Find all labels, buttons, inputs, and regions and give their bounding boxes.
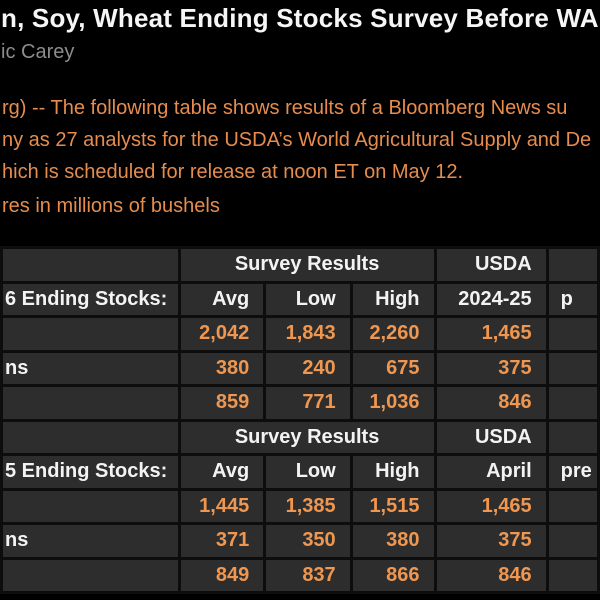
cell-low-header: Low xyxy=(263,280,353,318)
article-paragraph: rg) -- The following table shows results… xyxy=(2,92,591,188)
cell-high: 1,036 xyxy=(349,384,437,422)
cell-usda: USDA xyxy=(433,418,549,456)
cell-high: 2,260 xyxy=(349,315,437,353)
cell-extra xyxy=(545,384,600,422)
cell-usda: 846 xyxy=(433,556,549,594)
cell-high-header: High xyxy=(349,280,437,318)
cell-avg: 2,042 xyxy=(177,315,267,353)
paragraph-line: hich is scheduled for release at noon ET… xyxy=(2,161,464,183)
table-row: 2,042 1,843 2,260 1,465 xyxy=(0,315,600,353)
cell-extra xyxy=(545,418,600,456)
cell-low: 837 xyxy=(263,556,353,594)
cell-label xyxy=(0,315,181,353)
cell-label: 6 Ending Stocks: xyxy=(0,280,181,318)
cell-survey-results: Survey Results xyxy=(177,246,437,284)
cell-usda: 1,465 xyxy=(433,487,549,525)
units-note: res in millions of bushels xyxy=(2,195,220,217)
cell-usda: USDA xyxy=(433,246,549,284)
cell-extra-header: p xyxy=(545,280,600,318)
cell-low: 240 xyxy=(263,349,353,387)
cell-high-header: High xyxy=(349,453,437,491)
cell-extra xyxy=(545,487,600,525)
ending-stocks-table: Survey Results USDA 6 Ending Stocks: Avg… xyxy=(0,246,600,594)
table-row: ns 371 350 380 375 xyxy=(0,522,600,560)
cell-low-header: Low xyxy=(263,453,353,491)
cell-label xyxy=(0,556,181,594)
cell-low: 1,843 xyxy=(263,315,353,353)
table-row: 1,445 1,385 1,515 1,465 xyxy=(0,487,600,525)
article-title: n, Soy, Wheat Ending Stocks Survey Befor… xyxy=(1,3,599,33)
cell-label xyxy=(0,418,181,456)
cell-low: 1,385 xyxy=(263,487,353,525)
cell-label: ns xyxy=(0,522,181,560)
cell-extra xyxy=(545,522,600,560)
table-row: ns 380 240 675 375 xyxy=(0,349,600,387)
cell-avg: 859 xyxy=(177,384,267,422)
paragraph-line: ny as 27 analysts for the USDA’s World A… xyxy=(2,129,592,151)
cell-extra xyxy=(545,556,600,594)
cell-high: 866 xyxy=(349,556,437,594)
cell-low: 771 xyxy=(263,384,353,422)
cell-usda-header: 2024-25 xyxy=(433,280,549,318)
cell-usda: 1,465 xyxy=(433,315,549,353)
cell-extra xyxy=(545,246,600,284)
table-row: 859 771 1,036 846 xyxy=(0,384,600,422)
survey-tables: Survey Results USDA 6 Ending Stocks: Avg… xyxy=(0,246,600,594)
cell-low: 350 xyxy=(263,522,353,560)
table-row-column-header: 6 Ending Stocks: Avg Low High 2024-25 p xyxy=(0,280,600,318)
cell-high: 380 xyxy=(349,522,437,560)
cell-avg: 1,445 xyxy=(177,487,267,525)
cell-avg-header: Avg xyxy=(177,453,267,491)
cell-extra xyxy=(545,315,600,353)
cell-extra-header: pre xyxy=(545,453,600,491)
cell-usda: 375 xyxy=(433,522,549,560)
cell-high: 675 xyxy=(349,349,437,387)
table-row-group-header: Survey Results USDA xyxy=(0,418,600,456)
cell-label xyxy=(0,487,181,525)
table-row-group-header: Survey Results USDA xyxy=(0,246,600,284)
cell-label xyxy=(0,384,181,422)
cell-avg-header: Avg xyxy=(177,280,267,318)
cell-avg: 371 xyxy=(177,522,267,560)
cell-label: ns xyxy=(0,349,181,387)
cell-usda: 846 xyxy=(433,384,549,422)
cell-usda: 375 xyxy=(433,349,549,387)
cell-avg: 380 xyxy=(177,349,267,387)
cell-label xyxy=(0,246,181,284)
table-row-column-header: 5 Ending Stocks: Avg Low High April pre xyxy=(0,453,600,491)
table-row: 849 837 866 846 xyxy=(0,556,600,594)
cell-survey-results: Survey Results xyxy=(177,418,437,456)
cell-usda-header: April xyxy=(433,453,549,491)
cell-high: 1,515 xyxy=(349,487,437,525)
cell-avg: 849 xyxy=(177,556,267,594)
paragraph-line: rg) -- The following table shows results… xyxy=(2,97,568,119)
cell-label: 5 Ending Stocks: xyxy=(0,453,181,491)
article-byline: ic Carey xyxy=(1,41,75,63)
cell-extra xyxy=(545,349,600,387)
